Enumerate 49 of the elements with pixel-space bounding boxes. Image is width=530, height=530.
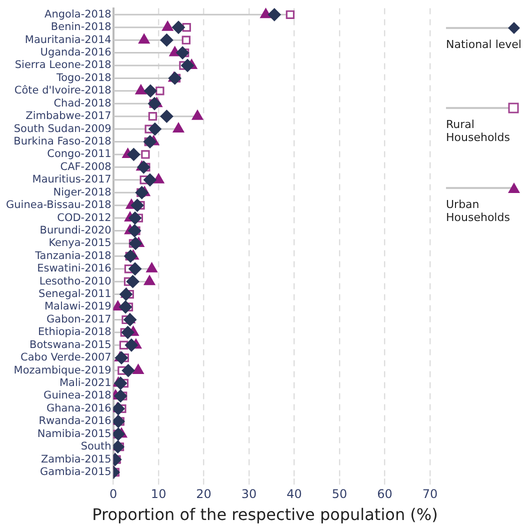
x-tick-label: 0 bbox=[110, 486, 118, 501]
y-tick-label: Uganda-2016 bbox=[40, 46, 112, 59]
y-tick-label: Chad-2018 bbox=[54, 97, 112, 110]
y-tick-label: COD-2012 bbox=[57, 212, 112, 224]
y-tick-label: Malawi-2019 bbox=[44, 300, 112, 313]
y-tick-label: Niger-2018 bbox=[53, 186, 112, 198]
y-tick-label: Gabon-2017 bbox=[46, 313, 112, 326]
y-tick-label: Burundi-2020 bbox=[40, 224, 112, 236]
y-tick-label: Guinea-Bissau-2018 bbox=[6, 199, 112, 212]
y-tick-label: Senegal-2011 bbox=[38, 288, 112, 300]
y-tick-label: Mali-2021 bbox=[59, 377, 112, 390]
y-tick-label: Guinea-2018 bbox=[44, 390, 112, 402]
y-tick-label: Tanzania-2018 bbox=[34, 250, 112, 262]
y-tick-label: Botswana-2015 bbox=[29, 338, 112, 351]
x-axis-title: Proportion of the respective population (%) bbox=[91, 505, 439, 524]
y-tick-label: Rwanda-2016 bbox=[38, 415, 112, 428]
y-tick-label: Mauritius-2017 bbox=[32, 174, 112, 186]
y-tick-label: Kenya-2015 bbox=[48, 237, 112, 250]
y-tick-label: CAF-2008 bbox=[60, 160, 112, 173]
x-tick-label: 20 bbox=[196, 486, 212, 501]
x-tick-label: 60 bbox=[377, 486, 392, 501]
y-tick-label: Côte d'Ivoire-2018 bbox=[14, 84, 112, 97]
y-tick-label: Congo-2011 bbox=[47, 148, 112, 160]
y-tick-label: Benin-2018 bbox=[50, 21, 112, 34]
y-tick-label: Ghana-2016 bbox=[46, 402, 112, 414]
legend-label: National level bbox=[446, 38, 522, 51]
y-tick-label: Cabo Verde-2007 bbox=[20, 352, 112, 364]
y-tick-label: Mozambique-2019 bbox=[14, 364, 112, 376]
y-tick-label: Zambia-2015 bbox=[40, 453, 112, 466]
y-tick-label: Ethiopia-2018 bbox=[38, 326, 112, 338]
y-tick-label: Angola-2018 bbox=[44, 8, 112, 20]
y-tick-label: Togo-2018 bbox=[55, 72, 112, 84]
y-tick-label: Namibia-2015 bbox=[37, 428, 112, 440]
x-tick-label: 50 bbox=[332, 486, 348, 501]
y-tick-label: South Sudan-2009 bbox=[14, 122, 112, 135]
y-tick-label: Gambia-2015 bbox=[40, 466, 112, 478]
y-tick-label: Sierra Leone-2018 bbox=[14, 59, 112, 72]
x-tick-label: 30 bbox=[241, 486, 257, 501]
x-tick-label: 40 bbox=[286, 486, 302, 501]
legend-label: Rural Households bbox=[446, 118, 511, 144]
y-tick-label: Zimbabwe-2017 bbox=[26, 110, 112, 122]
y-tick-label: Lesotho-2010 bbox=[39, 275, 112, 288]
y-tick-label: South bbox=[80, 440, 112, 453]
x-tick-label: 10 bbox=[150, 486, 166, 501]
y-tick-label: Mauritania-2014 bbox=[24, 34, 112, 46]
y-tick-label: Eswatini-2016 bbox=[37, 262, 112, 275]
legend-label: Urban Households bbox=[446, 198, 511, 224]
y-tick-label: Burkina Faso-2018 bbox=[14, 136, 112, 148]
x-tick-label: 70 bbox=[422, 486, 438, 501]
